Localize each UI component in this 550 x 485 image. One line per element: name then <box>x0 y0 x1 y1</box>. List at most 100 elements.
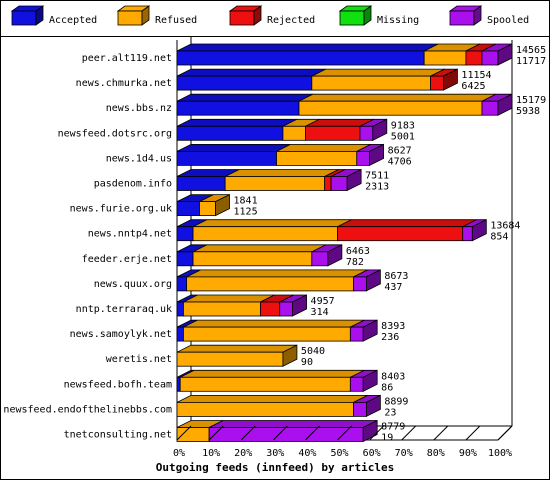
total-value-label: 11154 <box>461 70 491 81</box>
bar-segment-spooled <box>208 427 364 442</box>
x-tick-label: 0% <box>173 448 185 459</box>
legend-item-missing: Missing <box>338 5 419 26</box>
accepted-value-label: 23 <box>384 407 396 418</box>
bar-row <box>176 319 378 342</box>
y-category-label: tnetconsulting.net <box>64 430 172 441</box>
y-category-label: news.chmurka.net <box>76 78 172 89</box>
bar-segment-refused <box>179 376 351 392</box>
bar-segment-accepted <box>176 150 277 166</box>
x-axis-ticks: 0% 10% 20% 30% 40% 50% 60% 70% 80% 90% 100% <box>173 425 513 459</box>
bar-segment-rejected <box>304 125 361 141</box>
total-value-label: 8779 <box>381 422 405 433</box>
bar-segment-side-spooled <box>471 219 487 242</box>
legend-swatch-side <box>253 5 262 26</box>
bar-segment-rejected <box>337 226 464 242</box>
bar-segment-spooled <box>481 50 499 66</box>
total-value-label: 5040 <box>301 346 325 357</box>
bar-segment-rejected <box>430 75 444 91</box>
bar-segment-side-rejected <box>443 68 458 91</box>
legend-item-accepted: Accepted <box>10 5 97 26</box>
bar-segment-accepted <box>176 75 313 91</box>
bar-row <box>176 93 513 116</box>
bar-segment-accepted <box>176 226 194 242</box>
x-tick-line <box>176 425 192 441</box>
bars <box>176 43 513 443</box>
bar-segment-refused <box>176 351 284 367</box>
y-category-label: news.1d4.us <box>106 153 172 164</box>
y-category-label: news.samoylyk.net <box>70 329 172 340</box>
total-value-label: 14565 <box>516 45 546 56</box>
bar-segment-refused <box>224 176 326 191</box>
bar-segment-side-spooled <box>372 118 388 141</box>
accepted-value-label: 2313 <box>365 182 389 193</box>
bar-segment-refused <box>176 401 354 417</box>
bar-segment-side-refused <box>282 344 298 367</box>
x-tick-line <box>433 425 449 441</box>
legend-label: Spooled <box>487 15 529 26</box>
bar-row <box>176 143 385 167</box>
bar-segment-spooled <box>359 125 374 141</box>
accepted-value-label: 86 <box>381 382 393 393</box>
legend-label: Missing <box>377 15 419 26</box>
y-category-label: weretis.net <box>106 354 172 365</box>
bar-segment-spooled <box>330 176 348 191</box>
x-tick-label: 20% <box>234 448 252 459</box>
y-category-label: news.bbs.nz <box>106 103 172 114</box>
bar-segment-accepted <box>176 301 184 317</box>
legend-swatch-side <box>473 5 482 26</box>
accepted-value-label: 1125 <box>234 207 258 218</box>
x-tick-label: 10% <box>202 448 220 459</box>
bar-segment-top-refused <box>183 319 365 328</box>
accepted-value-label: 4706 <box>388 156 412 167</box>
total-value-label: 8393 <box>381 321 405 332</box>
total-value-label: 6463 <box>346 246 370 257</box>
x-tick-line <box>240 425 256 441</box>
y-category-label: peer.alt119.net <box>82 53 172 64</box>
x-tick-line <box>272 425 288 441</box>
bar-segment-refused <box>423 50 467 66</box>
accepted-value-label: 5001 <box>391 131 415 142</box>
bar-row <box>176 269 381 292</box>
total-value-label: 7511 <box>365 171 389 182</box>
legend-swatch <box>339 10 365 26</box>
bar-segment-top-rejected <box>337 219 477 228</box>
bar-segment-side-spooled <box>362 369 378 392</box>
y-category-label: news.nntp4.net <box>88 229 172 240</box>
x-tick-line <box>465 425 481 441</box>
bar-segment-rejected <box>260 301 281 317</box>
accepted-value-label: 19 <box>381 433 393 444</box>
bar-row <box>176 244 343 267</box>
x-axis-title: Outgoing feeds (innfeed) by articles <box>156 461 394 474</box>
total-value-label: 13684 <box>490 221 520 232</box>
x-tick-line <box>337 425 352 441</box>
bar-segment-side-spooled <box>369 143 385 167</box>
bar-segment-top-refused <box>224 169 339 177</box>
bar-row <box>176 344 298 367</box>
x-tick-label: 90% <box>459 448 477 459</box>
total-value-label: 8673 <box>384 271 408 282</box>
x-tick-line <box>497 425 513 441</box>
bar-segment-top-accepted <box>176 43 439 52</box>
legend-swatch-side <box>141 5 150 26</box>
bar-segment-side-spooled <box>327 244 343 267</box>
legend-item-refused: Refused <box>116 5 197 26</box>
bar-segment-top-refused <box>176 394 368 403</box>
bar-segment-refused <box>276 150 358 166</box>
bar-segment-top-refused <box>180 369 365 378</box>
bar-segment-side-spooled <box>365 394 381 418</box>
accepted-value-label: 236 <box>381 332 399 343</box>
bar-segment-top-refused <box>192 244 326 253</box>
legend-label: Refused <box>155 15 197 26</box>
accepted-value-label: 437 <box>384 282 402 293</box>
legend-item-spooled: Spooled <box>448 5 529 26</box>
legend-swatch <box>11 10 37 26</box>
bar-segment-accepted <box>176 100 300 116</box>
bar-segment-accepted <box>176 251 194 267</box>
x-tick-label: 80% <box>427 448 445 459</box>
bar-segment-accepted <box>176 176 226 191</box>
bar-segment-top-accepted <box>176 93 314 102</box>
bar-segment-side-spooled <box>497 43 513 66</box>
bar-row <box>176 369 378 392</box>
